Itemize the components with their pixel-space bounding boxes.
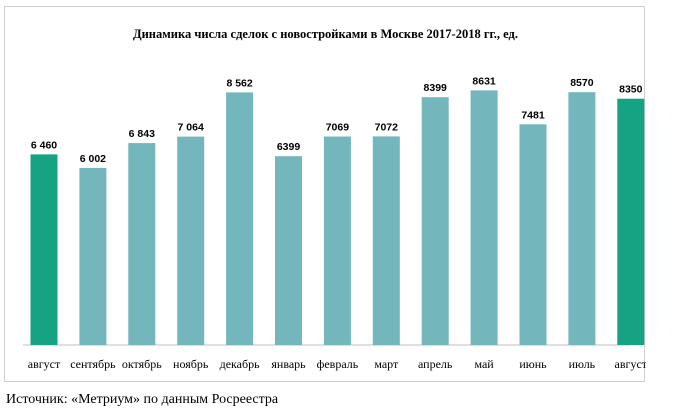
bar-value-label-2: 6 843 xyxy=(129,128,155,140)
bar-12 xyxy=(617,98,645,345)
bar-value-label-0: 6 460 xyxy=(31,139,57,151)
category-label-1: сентябрь xyxy=(70,357,116,371)
category-label-11: июль xyxy=(569,357,596,371)
category-label-10: июнь xyxy=(519,357,547,371)
bar-6 xyxy=(323,136,351,345)
category-label-4: декабрь xyxy=(220,357,261,371)
category-label-0: август xyxy=(28,357,61,371)
bar-value-label-9: 8631 xyxy=(472,75,496,87)
bar-9 xyxy=(470,90,498,346)
category-label-3: ноябрь xyxy=(173,357,209,371)
bar-value-label-10: 7481 xyxy=(521,109,545,121)
category-label-12: август xyxy=(615,357,646,371)
chart-title: Динамика числа сделок с новостройками в … xyxy=(132,27,518,41)
bar-4 xyxy=(226,92,254,346)
bar-value-label-1: 6 002 xyxy=(80,153,106,165)
chart-frame: Динамика числа сделок с новостройками в … xyxy=(4,6,646,382)
bar-value-label-8: 8399 xyxy=(424,82,448,94)
bar-1 xyxy=(79,167,107,345)
bar-0 xyxy=(30,154,58,345)
category-label-2: октябрь xyxy=(122,357,162,371)
category-label-6: февраль xyxy=(317,357,359,371)
bar-value-label-4: 8 562 xyxy=(226,77,252,89)
bar-value-label-6: 7069 xyxy=(326,122,350,134)
bar-value-label-11: 8570 xyxy=(570,77,594,89)
source-note: Источник: «Метриум» по данным Росреестра xyxy=(6,392,279,407)
bar-value-label-3: 7 064 xyxy=(178,122,204,134)
bar-10 xyxy=(519,124,547,345)
category-label-5: январь xyxy=(271,357,306,371)
bar-2 xyxy=(128,143,156,345)
bar-value-label-12: 8350 xyxy=(619,84,643,96)
bar-8 xyxy=(421,97,449,345)
bar-value-label-5: 6399 xyxy=(277,141,301,153)
bar-3 xyxy=(177,136,205,345)
bar-11 xyxy=(568,92,596,345)
bar-chart: 6 460 август 6 002 сентябрь 6 843 октябрь 7 06… xyxy=(23,75,646,371)
category-label-8: апрель xyxy=(418,357,453,371)
bar-value-label-7: 7072 xyxy=(375,121,399,133)
category-label-9: май xyxy=(474,357,494,371)
category-label-7: март xyxy=(374,357,399,371)
bar-7 xyxy=(372,136,400,345)
bar-5 xyxy=(275,156,302,345)
